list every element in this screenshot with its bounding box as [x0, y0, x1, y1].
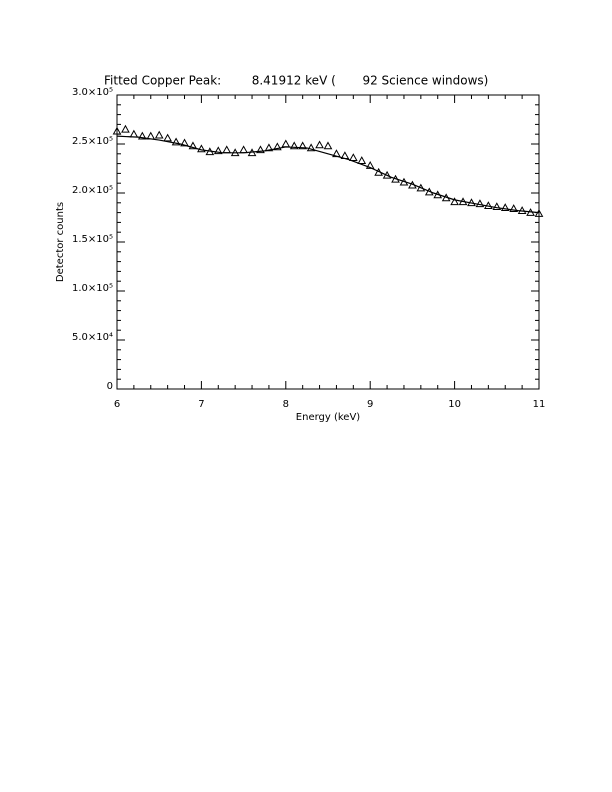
y-tick-label: 1.0×10⁵: [72, 283, 113, 294]
y-tick-label: 2.5×10⁵: [72, 136, 113, 147]
data-point: [121, 124, 130, 133]
x-tick-label: 11: [533, 399, 546, 410]
y-tick-label: 0: [107, 381, 113, 392]
x-tick-label: 10: [448, 399, 461, 410]
y-tick-label: 1.5×10⁵: [72, 234, 113, 245]
data-point: [475, 199, 485, 208]
data-point: [500, 203, 510, 211]
data-point: [348, 153, 358, 162]
data-point: [450, 197, 459, 206]
fit-line: [116, 135, 540, 214]
x-tick-label: 6: [114, 399, 120, 410]
data-point: [188, 141, 198, 150]
data-point: [289, 141, 299, 150]
data-point: [323, 141, 333, 150]
data-point: [171, 137, 181, 146]
data-point: [213, 146, 223, 155]
data-point: [315, 140, 324, 149]
data-point: [264, 143, 274, 152]
data-point: [492, 202, 502, 211]
data-point: [534, 209, 544, 217]
x-axis-label: Energy (keV): [296, 412, 361, 423]
data-point: [256, 145, 265, 154]
data-point: [154, 130, 164, 139]
data-point: [365, 161, 375, 169]
chart-title: Fitted Copper Peak: 8.41912 keV ( 92 Sci…: [104, 74, 488, 88]
data-point: [306, 143, 316, 152]
data-point: [416, 183, 426, 192]
data-point: [163, 133, 172, 142]
y-axis-label: Detector counts: [55, 202, 66, 282]
data-point: [273, 142, 282, 151]
data-point: [180, 138, 189, 147]
x-tick-label: 9: [367, 399, 373, 410]
y-tick-label: 3.0×10⁵: [72, 87, 113, 98]
data-point: [137, 131, 147, 140]
data-point: [298, 141, 308, 150]
data-point: [112, 126, 122, 135]
data-point: [509, 204, 519, 212]
data-point: [357, 156, 367, 164]
data-point: [197, 144, 206, 153]
x-tick-label: 7: [198, 399, 204, 410]
y-tick-label: 2.0×10⁵: [72, 185, 113, 196]
x-tick-label: 8: [283, 399, 289, 410]
y-tick-label: 5.0×10⁴: [72, 332, 113, 343]
